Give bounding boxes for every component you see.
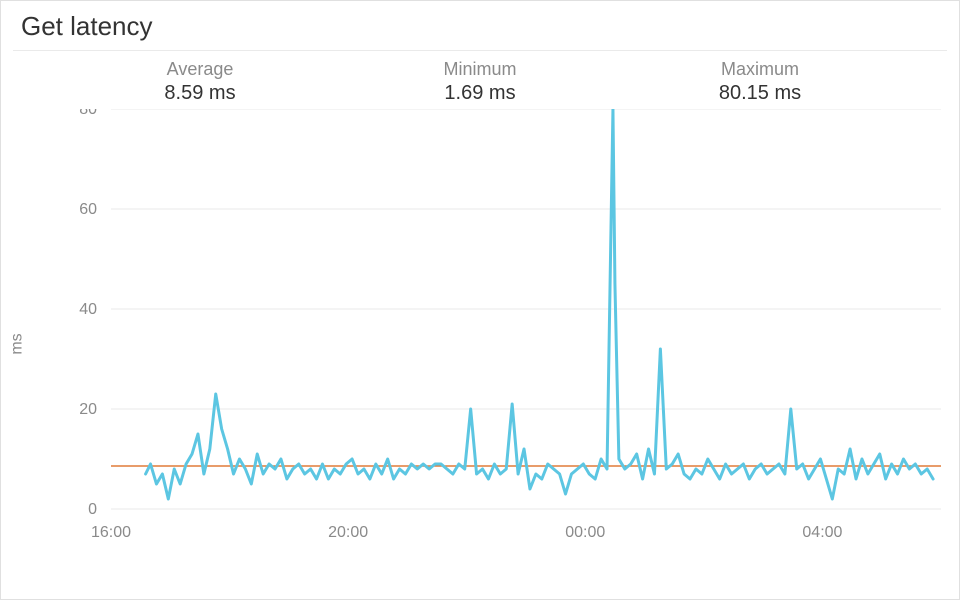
stat-min: Minimum 1.69 ms [410,59,550,105]
svg-text:80: 80 [79,109,97,118]
stat-avg: Average 8.59 ms [130,59,270,105]
chart-area: ms 0 20 40 60 80 16:00 20:00 00:00 04:00 [1,109,959,579]
chart-title: Get latency [1,1,959,50]
stat-min-label: Minimum [410,59,550,80]
stat-max-value: 80.15 ms [690,82,830,105]
svg-text:0: 0 [88,501,97,518]
svg-text:40: 40 [79,301,97,318]
svg-text:20: 20 [79,401,97,418]
stat-max-label: Maximum [690,59,830,80]
svg-text:00:00: 00:00 [565,524,605,541]
svg-text:60: 60 [79,201,97,218]
svg-text:20:00: 20:00 [328,524,368,541]
y-axis-label: ms [9,333,27,354]
svg-text:04:00: 04:00 [802,524,842,541]
latency-card: Get latency Average 8.59 ms Minimum 1.69… [0,0,960,600]
stat-min-value: 1.69 ms [410,82,550,105]
stats-row: Average 8.59 ms Minimum 1.69 ms Maximum … [1,51,959,109]
stat-max: Maximum 80.15 ms [690,59,830,105]
svg-text:16:00: 16:00 [91,524,131,541]
line-chart: 0 20 40 60 80 16:00 20:00 00:00 04:00 [1,109,960,559]
stat-avg-label: Average [130,59,270,80]
stat-avg-value: 8.59 ms [130,82,270,105]
